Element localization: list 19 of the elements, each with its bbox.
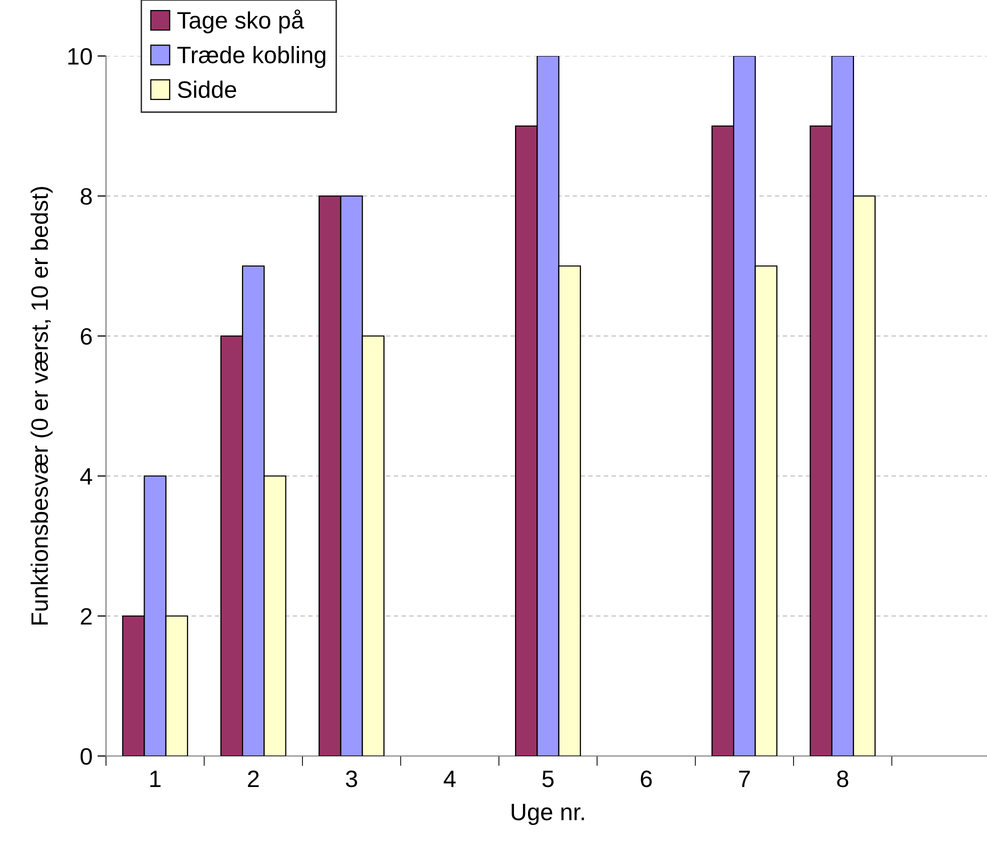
x-tick-label: 1: [150, 770, 161, 787]
y-axis-title: Funktionsbesvær (0 er værst, 10 er bedst): [30, 186, 53, 625]
x-tick-label: 7: [739, 770, 750, 787]
legend-label: Tage sko på: [177, 9, 304, 34]
legend-label: Sidde: [178, 80, 236, 98]
y-tick-label: 10: [68, 48, 92, 65]
x-axis-title: Uge nr.: [512, 804, 584, 826]
y-tick-label: 4: [80, 468, 92, 485]
y-tick-label: 0: [80, 748, 92, 765]
x-tick-label: 8: [837, 770, 848, 788]
y-tick-label: 2: [80, 608, 92, 625]
x-tick-label: 4: [444, 770, 456, 787]
x-tick-label: 6: [640, 770, 652, 788]
y-tick-label: 8: [80, 188, 92, 205]
legend-label: Træde kobling: [177, 46, 326, 68]
y-tick-label: 6: [80, 328, 92, 345]
x-tick-label: 3: [346, 770, 358, 788]
x-tick-label: 2: [248, 770, 259, 787]
x-tick-label: 5: [542, 770, 554, 788]
